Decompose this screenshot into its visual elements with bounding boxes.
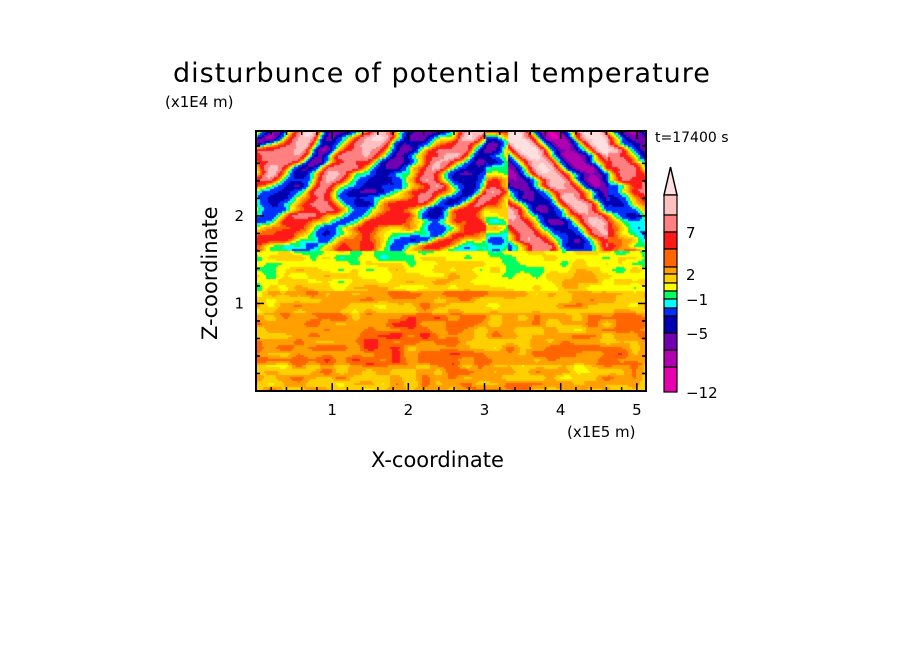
colorbar-segment bbox=[663, 231, 678, 250]
x-tick-label: 1 bbox=[327, 401, 337, 419]
x-tick-label: 2 bbox=[404, 401, 414, 419]
colorbar-label: −5 bbox=[686, 325, 708, 343]
colorbar-segment bbox=[663, 307, 678, 317]
x-tick-label: 4 bbox=[556, 401, 566, 419]
colorbar-segment bbox=[663, 332, 678, 351]
colorbar-segment bbox=[663, 248, 678, 268]
colorbar-segment bbox=[663, 194, 678, 216]
colorbar-segment bbox=[663, 290, 678, 300]
y-tick-label: 2 bbox=[234, 207, 244, 225]
colorbar-segment bbox=[663, 298, 678, 309]
colorbar-label: −1 bbox=[686, 291, 708, 309]
x-axis-unit: (x1E5 m) bbox=[567, 423, 636, 441]
colorbar-segment bbox=[663, 349, 678, 368]
x-tick-label: 3 bbox=[480, 401, 490, 419]
time-label: t=17400 s bbox=[655, 130, 729, 146]
colorbar-segment bbox=[663, 315, 678, 334]
y-axis-unit: (x1E4 m) bbox=[165, 93, 234, 111]
colorbar-segment bbox=[663, 214, 678, 233]
x-axis-label: X-coordinate bbox=[371, 448, 504, 472]
plot-frame bbox=[255, 130, 647, 392]
colorbar-segment bbox=[663, 273, 678, 284]
colorbar-label: 7 bbox=[686, 224, 696, 242]
x-tick-label: 5 bbox=[632, 401, 642, 419]
colorbar-segment bbox=[663, 282, 678, 292]
chart-title: disturbunce of potential temperature bbox=[173, 58, 711, 89]
colorbar-extend-triangle bbox=[663, 166, 678, 196]
colorbar-label: 2 bbox=[686, 266, 696, 284]
contour-field bbox=[256, 131, 646, 391]
colorbar-segment bbox=[663, 266, 678, 275]
colorbar-label: −12 bbox=[686, 384, 718, 402]
y-tick-label: 1 bbox=[234, 294, 244, 312]
colorbar-segment bbox=[663, 366, 678, 393]
